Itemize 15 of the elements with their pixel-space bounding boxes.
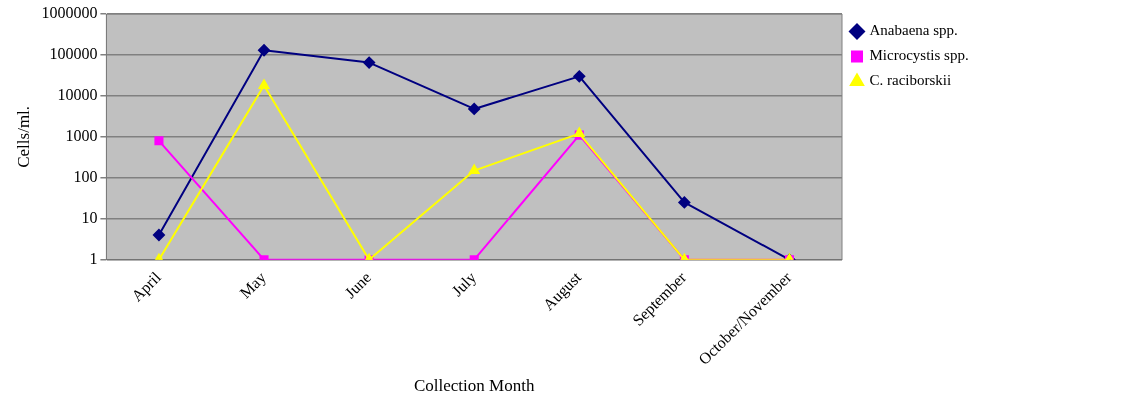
x-tick-label: July (448, 268, 480, 301)
y-tick-label: 1 (89, 249, 98, 267)
legend-label: C. raciborskii (869, 72, 952, 89)
y-tick-label: 10000 (57, 86, 98, 104)
y-tick-label: 10 (81, 208, 98, 226)
legend-label: Microcystis spp. (869, 47, 969, 64)
x-axis-title: Collection Month (413, 376, 535, 396)
y-tick-label: 1000 (65, 127, 98, 145)
y-tick-label: 100000 (49, 45, 98, 63)
x-tick-label: June (341, 268, 375, 302)
x-tick-label: May (236, 268, 270, 303)
y-tick-label: 1000000 (41, 4, 98, 22)
y-tick-label: 100 (73, 168, 98, 185)
y-axis-title: Cells/ml. (13, 105, 33, 168)
legend-label: Anabaena spp. (869, 22, 958, 39)
